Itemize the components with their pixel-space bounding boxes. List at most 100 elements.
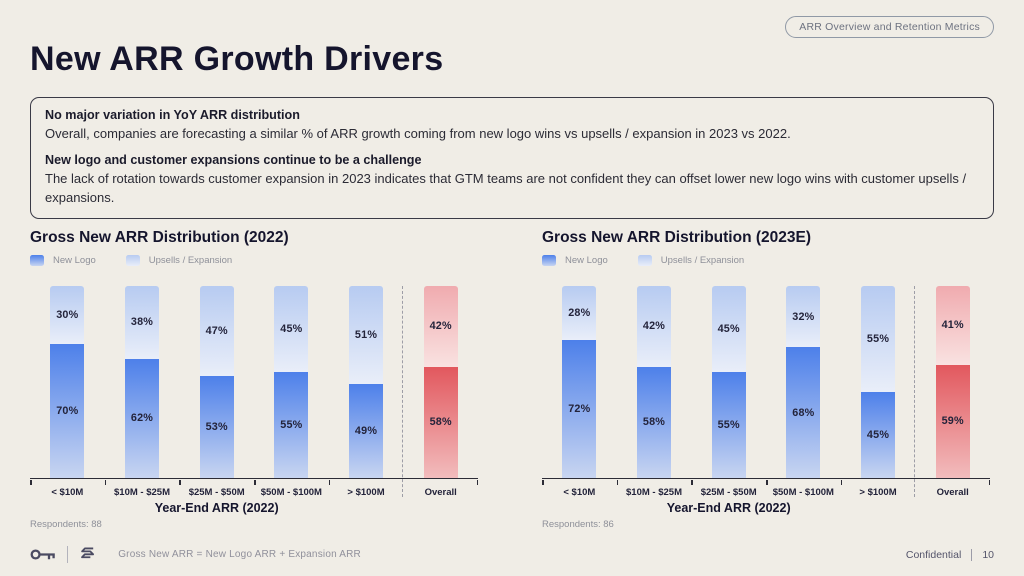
chart-2023e: Gross New ARR Distribution (2023E) New L… — [542, 229, 990, 530]
overall-divider — [402, 286, 404, 497]
bar-slot: 38% 62% — [105, 286, 180, 478]
axis-tick — [616, 479, 619, 485]
legend-label-new-logo: New Logo — [565, 255, 608, 266]
bar-slot: 41% 59% — [915, 286, 990, 478]
bars-area: 30% 70% 38% 62% 47% 53% 45% 55% 51% 49% 42% 58% — [30, 286, 478, 479]
bar-segment-upsells: 30% — [50, 286, 85, 344]
page-title: New ARR Growth Drivers — [30, 40, 444, 78]
bar-slot: 47% 53% — [179, 286, 254, 478]
axis-tick — [840, 479, 843, 485]
bar: 45% 55% — [711, 286, 746, 478]
axis-tick — [988, 479, 990, 485]
bar-overall: 42% 58% — [423, 286, 458, 478]
callout-heading-1: No major variation in YoY ARR distributi… — [45, 108, 300, 122]
bar-slot: 45% 55% — [691, 286, 766, 478]
bar-segment-new-logo: 68% — [786, 347, 821, 478]
bar: 28% 72% — [562, 286, 597, 478]
bar-slot: 28% 72% — [542, 286, 617, 478]
footer-right: Confidential 10 — [905, 548, 994, 561]
plot-area: 30% 70% 38% 62% 47% 53% 45% 55% 51% 49% 42% 58% < $… — [30, 286, 478, 498]
bar: 42% 58% — [637, 286, 671, 478]
callout-body-2: The lack of rotation towards customer ex… — [45, 171, 967, 205]
category-label: > $100M — [347, 487, 385, 498]
bar: 51% 49% — [349, 286, 384, 478]
bar-slot: 42% 58% — [617, 286, 692, 478]
category-label: $25M - $50M — [700, 487, 757, 498]
legend-swatch-new-logo — [542, 255, 556, 266]
footer-note: Gross New ARR = New Logo ARR + Expansion… — [118, 549, 361, 560]
bar-segment-upsells: 38% — [125, 286, 159, 359]
bar-segment-new-logo-overall: 59% — [935, 364, 970, 478]
bar: 32% 68% — [786, 286, 821, 478]
legend-swatch-upsells — [125, 255, 140, 266]
bar-segment-upsells: 32% — [786, 286, 821, 348]
s-hexagon-logo-icon — [81, 547, 95, 559]
bar-segment-upsells: 47% — [199, 286, 234, 377]
category-label: < $10M — [563, 487, 596, 498]
confidential-label: Confidential — [905, 548, 962, 561]
header-badge: ARR Overview and Retention Metrics — [785, 16, 994, 38]
bar: 45% 55% — [274, 286, 309, 478]
bar: 30% 70% — [50, 286, 85, 478]
bar-segment-new-logo: 45% — [861, 391, 896, 478]
respondents-note: Respondents: 88 — [30, 519, 102, 530]
category-axis: < $10M $10M - $25M $25M - $50M $50M - $100M… — [30, 483, 478, 498]
bar-segment-new-logo-overall: 58% — [423, 366, 458, 478]
bar-slot: 30% 70% — [30, 286, 105, 478]
category-label: Overall — [424, 487, 457, 498]
bar: 47% 53% — [199, 286, 234, 478]
bar: 55% 45% — [861, 286, 896, 478]
bar-slot: 42% 58% — [403, 286, 478, 478]
category-label: > $100M — [859, 487, 897, 498]
bar-segment-new-logo: 55% — [711, 372, 746, 478]
bar-segment-upsells: 28% — [562, 286, 597, 340]
axis-tick — [328, 479, 331, 485]
charts-row: Gross New ARR Distribution (2022) New Lo… — [30, 229, 990, 530]
category-label: < $10M — [51, 487, 84, 498]
category-label: $10M - $25M — [626, 487, 682, 498]
plot-area: 28% 72% 42% 58% 45% 55% 32% 68% 55% 45% 41% 59% < $… — [542, 286, 990, 498]
bar-segment-new-logo: 70% — [50, 343, 85, 478]
bar-segment-upsells: 55% — [861, 286, 896, 392]
key-icon — [30, 549, 55, 560]
footer-icon-divider — [67, 546, 69, 563]
bar-segment-new-logo: 49% — [349, 383, 384, 478]
axis-tick — [30, 479, 32, 485]
axis-tick — [179, 479, 181, 485]
bar-overall: 41% 59% — [935, 286, 970, 478]
footer: Gross New ARR = New Logo ARR + Expansion… — [30, 545, 994, 564]
axis-tick — [766, 479, 768, 485]
respondents-note: Respondents: 86 — [542, 519, 614, 530]
legend-label-upsells: Upsells / Expansion — [660, 255, 745, 266]
legend-swatch-upsells — [637, 255, 652, 266]
bar-slot: 45% 55% — [254, 286, 329, 478]
bar-segment-new-logo: 55% — [274, 372, 309, 478]
chart-2022: Gross New ARR Distribution (2022) New Lo… — [30, 229, 478, 530]
callout-body-1: Overall, companies are forecasting a sim… — [45, 125, 791, 141]
bar-segment-new-logo: 53% — [199, 376, 234, 478]
bar-segment-upsells: 45% — [274, 286, 309, 373]
axis-tick — [542, 479, 544, 485]
legend-label-new-logo: New Logo — [53, 255, 96, 266]
bar-slot: 55% 45% — [841, 286, 916, 478]
category-label: $50M - $100M — [772, 487, 834, 498]
x-axis-label: Year-End ARR (2022) — [154, 501, 279, 515]
bar-segment-upsells: 45% — [711, 286, 746, 373]
category-label: $50M - $100M — [260, 487, 322, 498]
category-label: $10M - $25M — [114, 487, 170, 498]
legend-swatch-new-logo — [30, 255, 44, 266]
bar-segment-upsells: 51% — [349, 286, 384, 384]
confidential-divider — [971, 548, 973, 561]
axis-tick — [104, 479, 107, 485]
axis-tick — [476, 479, 478, 485]
chart-title: Gross New ARR Distribution (2023E) — [542, 229, 812, 246]
chart-legend: New Logo Upsells / Expansion — [542, 255, 990, 266]
chart-legend: New Logo Upsells / Expansion — [30, 255, 478, 266]
axis-tick — [254, 479, 256, 485]
bar-slot: 51% 49% — [329, 286, 404, 478]
bars-area: 28% 72% 42% 58% 45% 55% 32% 68% 55% 45% 41% 59% — [542, 286, 990, 479]
category-label: Overall — [936, 487, 969, 498]
chart-title: Gross New ARR Distribution (2022) — [30, 229, 289, 246]
page-number: 10 — [982, 548, 994, 561]
